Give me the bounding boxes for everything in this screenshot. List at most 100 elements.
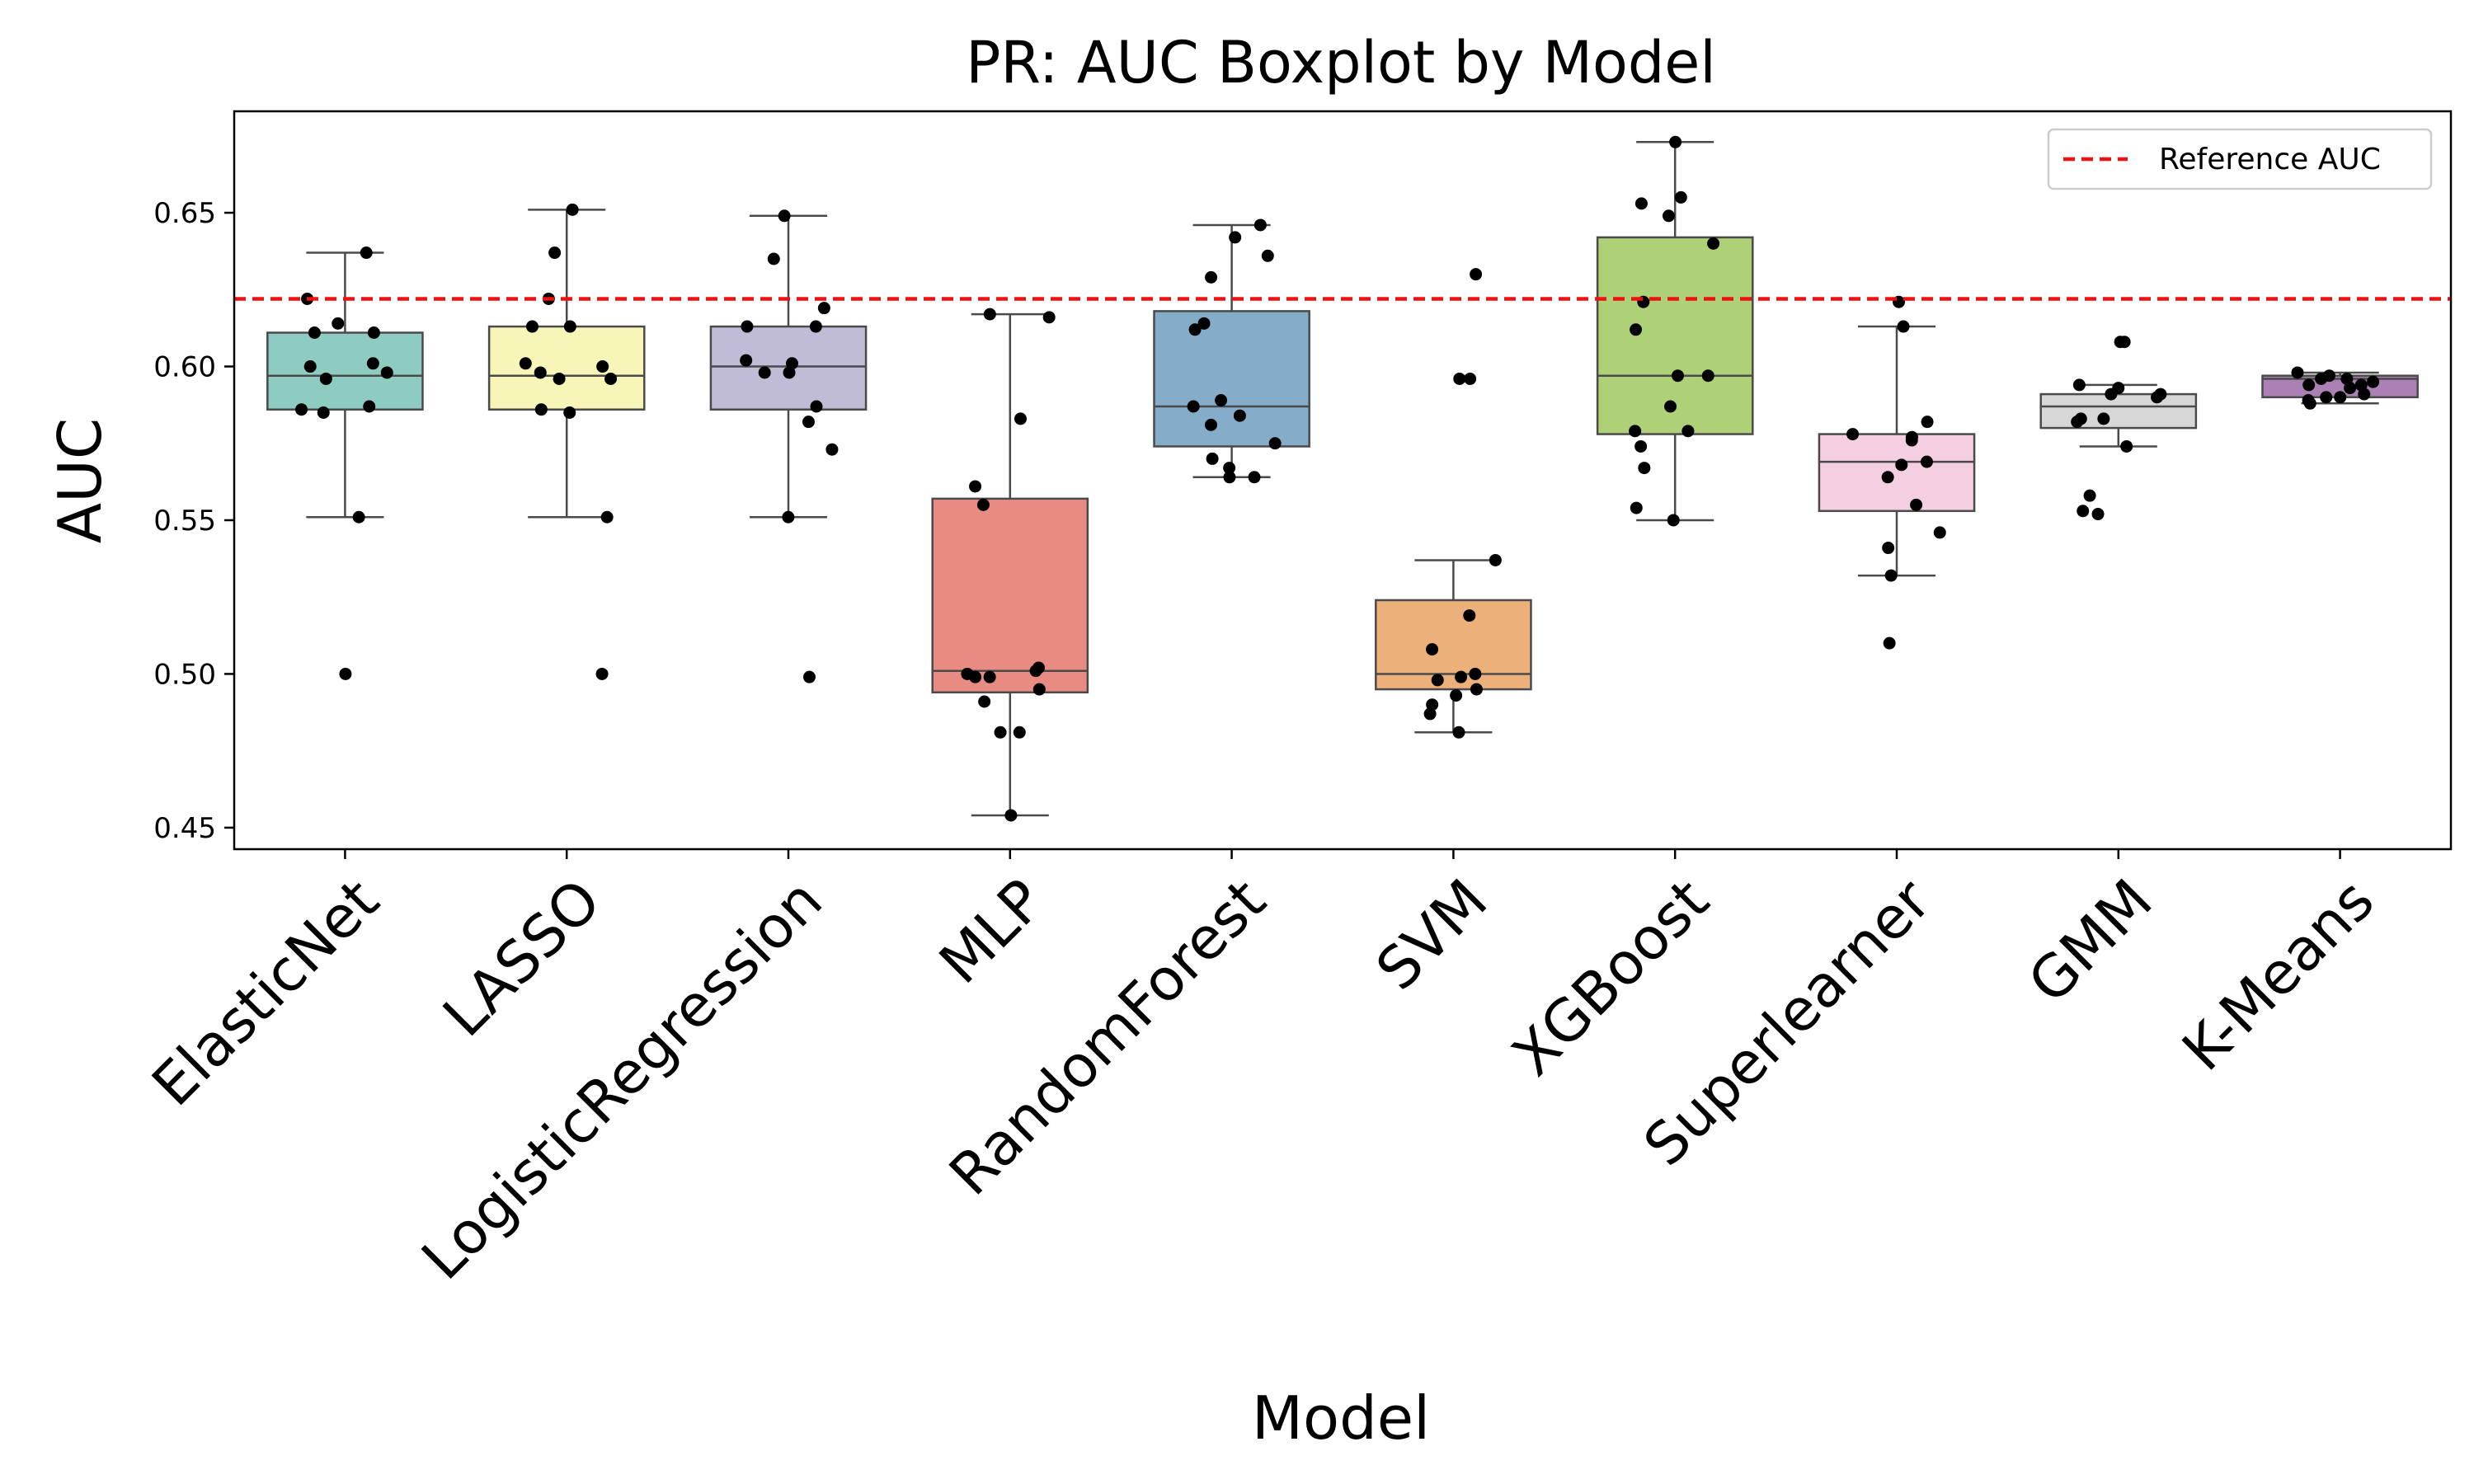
data-point-lasso: [595, 667, 609, 680]
data-point-elasticnet: [308, 326, 321, 339]
data-point-mlp: [969, 670, 982, 683]
data-point-randomforest: [1268, 437, 1282, 450]
data-point-svm: [1470, 683, 1483, 696]
data-point-randomforest: [1223, 471, 1236, 484]
data-point-logisticregression: [809, 320, 822, 333]
data-point-gmm: [2120, 439, 2133, 453]
data-point-k-means: [2344, 382, 2357, 395]
data-point-randomforest: [1206, 452, 1219, 465]
data-point-mlp: [994, 726, 1007, 739]
data-point-randomforest: [1205, 270, 1218, 284]
x-tick-label-gmm: GMM: [2015, 866, 2166, 1017]
data-point-logisticregression: [817, 302, 830, 315]
box-svm: [1375, 599, 1532, 691]
data-point-k-means: [2291, 366, 2304, 379]
data-point-randomforest: [1253, 218, 1267, 232]
data-point-gmm: [2151, 391, 2164, 404]
data-point-xgboost: [1662, 209, 1675, 223]
data-point-lasso: [566, 203, 579, 216]
data-point-superlearner: [1905, 434, 1918, 447]
data-point-xgboost: [1667, 514, 1680, 527]
box-elasticnet: [266, 331, 424, 411]
data-point-lasso: [525, 320, 539, 333]
data-point-elasticnet: [295, 403, 308, 416]
data-point-logisticregression: [740, 354, 753, 367]
data-point-xgboost: [1707, 237, 1720, 250]
data-point-randomforest: [1204, 418, 1217, 431]
data-point-randomforest: [1229, 231, 1242, 244]
box-mlp: [931, 497, 1089, 694]
data-point-svm: [1455, 670, 1468, 683]
data-point-xgboost: [1630, 501, 1643, 514]
legend-label-reference: Reference AUC: [2159, 143, 2381, 176]
data-point-gmm: [2077, 505, 2090, 518]
data-point-lasso: [596, 360, 609, 373]
data-point-svm: [1463, 609, 1476, 622]
data-point-lasso: [519, 357, 532, 370]
data-point-svm: [1452, 726, 1465, 739]
legend-frame: [2047, 128, 2433, 190]
data-point-superlearner: [1882, 542, 1895, 555]
data-point-k-means: [2358, 387, 2371, 401]
data-point-mlp: [1004, 809, 1018, 822]
data-point-logisticregression: [778, 209, 791, 223]
data-point-mlp: [978, 695, 991, 708]
y-tick-label: 0.60: [153, 351, 216, 384]
data-point-lasso: [553, 372, 566, 385]
data-point-xgboost: [1630, 323, 1643, 336]
data-point-elasticnet: [380, 366, 393, 379]
data-point-randomforest: [1223, 462, 1236, 475]
data-point-elasticnet: [319, 372, 332, 385]
data-point-elasticnet: [366, 357, 379, 370]
data-point-elasticnet: [332, 317, 345, 330]
box-lasso: [487, 325, 646, 411]
data-point-superlearner: [1920, 455, 1933, 468]
data-point-k-means: [2367, 375, 2380, 388]
data-point-xgboost: [1669, 135, 1682, 148]
box-randomforest: [1153, 310, 1310, 448]
data-point-randomforest: [1233, 409, 1246, 422]
data-point-k-means: [2303, 397, 2316, 410]
data-point-lasso: [563, 406, 576, 419]
data-point-superlearner: [1910, 498, 1923, 511]
data-point-mlp: [976, 498, 990, 511]
y-tick-label: 0.50: [153, 658, 216, 691]
data-point-gmm: [2097, 412, 2110, 425]
box-superlearner: [1818, 433, 1976, 513]
data-point-gmm: [2083, 489, 2096, 502]
data-point-svm: [1423, 707, 1437, 721]
data-point-lasso: [534, 403, 548, 416]
data-point-gmm: [2105, 387, 2118, 401]
data-point-gmm: [2072, 378, 2086, 392]
data-point-xgboost: [1674, 190, 1687, 204]
data-point-gmm: [2071, 416, 2084, 429]
data-point-elasticnet: [317, 406, 330, 419]
data-point-xgboost: [1701, 369, 1714, 383]
data-point-xgboost: [1681, 425, 1695, 438]
y-tick-label: 0.65: [153, 197, 216, 230]
data-point-mlp: [1014, 412, 1027, 425]
data-point-xgboost: [1664, 400, 1677, 413]
data-point-svm: [1464, 372, 1477, 385]
data-point-logisticregression: [783, 366, 796, 379]
y-tick-label: 0.45: [153, 812, 216, 845]
data-point-xgboost: [1638, 462, 1651, 475]
data-point-lasso: [563, 320, 576, 333]
data-point-elasticnet: [360, 247, 373, 260]
data-point-superlearner: [1933, 526, 1946, 539]
data-point-randomforest: [1187, 400, 1200, 413]
data-point-elasticnet: [339, 667, 352, 680]
x-tick-label-xgboost: XGBoost: [1499, 866, 1722, 1089]
data-point-logisticregression: [767, 252, 780, 265]
data-point-lasso: [534, 366, 547, 379]
data-point-superlearner: [1846, 428, 1860, 441]
data-point-superlearner: [1897, 320, 1910, 333]
data-point-svm: [1426, 698, 1439, 711]
data-point-k-means: [2315, 372, 2328, 385]
data-point-randomforest: [1248, 471, 1261, 484]
y-axis-label: AUC: [45, 418, 115, 543]
data-point-mlp: [1029, 665, 1042, 678]
data-point-svm: [1450, 689, 1463, 702]
data-point-mlp: [1032, 683, 1046, 696]
